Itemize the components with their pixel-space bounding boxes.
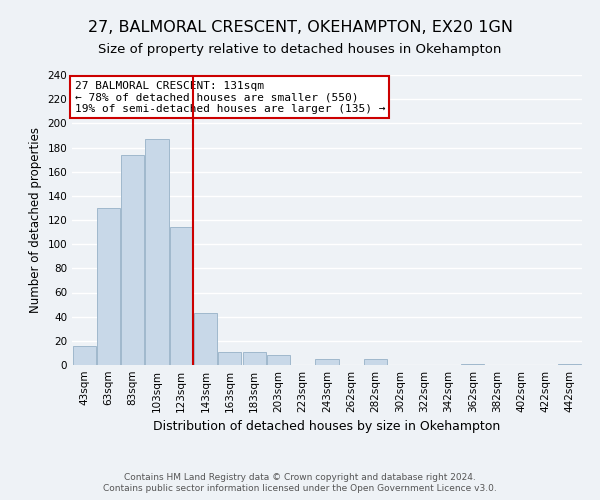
Bar — [73, 346, 95, 365]
Text: 27, BALMORAL CRESCENT, OKEHAMPTON, EX20 1GN: 27, BALMORAL CRESCENT, OKEHAMPTON, EX20 … — [88, 20, 512, 35]
Bar — [364, 359, 387, 365]
Y-axis label: Number of detached properties: Number of detached properties — [29, 127, 42, 313]
Bar — [242, 352, 266, 365]
Bar — [194, 313, 217, 365]
Bar — [461, 364, 484, 365]
Bar — [316, 359, 338, 365]
Bar — [267, 356, 290, 365]
Bar — [170, 227, 193, 365]
Bar — [121, 155, 144, 365]
Text: Contains public sector information licensed under the Open Government Licence v3: Contains public sector information licen… — [103, 484, 497, 493]
Bar — [218, 352, 241, 365]
Text: Size of property relative to detached houses in Okehampton: Size of property relative to detached ho… — [98, 42, 502, 56]
Bar — [559, 364, 581, 365]
Text: Contains HM Land Registry data © Crown copyright and database right 2024.: Contains HM Land Registry data © Crown c… — [124, 472, 476, 482]
Bar — [145, 139, 169, 365]
Text: 27 BALMORAL CRESCENT: 131sqm
← 78% of detached houses are smaller (550)
19% of s: 27 BALMORAL CRESCENT: 131sqm ← 78% of de… — [74, 81, 385, 114]
X-axis label: Distribution of detached houses by size in Okehampton: Distribution of detached houses by size … — [154, 420, 500, 434]
Bar — [97, 208, 120, 365]
